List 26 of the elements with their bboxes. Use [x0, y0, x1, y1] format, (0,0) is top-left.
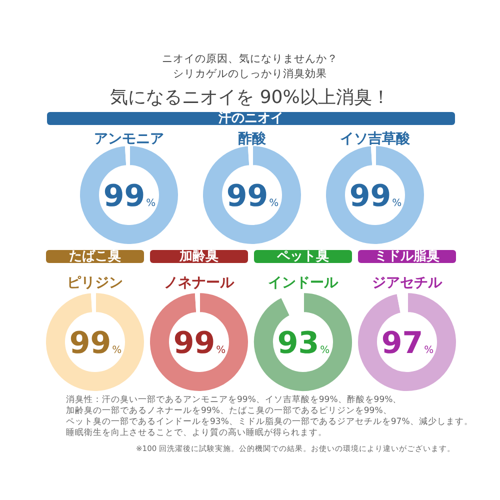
text: 睡眠衛生を向上させることで、より質の高い睡眠が得られます。: [66, 428, 327, 439]
slice-label: イソ吉草酸: [339, 130, 411, 148]
data-label: 99%: [69, 326, 122, 361]
slice-label: ノネナール: [163, 274, 236, 292]
text: ニオイの原因、気になりませんか？: [161, 52, 339, 66]
chart-subtitle: 汗のニオイ: [47, 111, 455, 126]
chart-subtitle: ミドル脂臭: [358, 249, 456, 264]
data-label: 99%: [349, 179, 402, 214]
slice-label: アンモニア: [93, 130, 165, 148]
text: 加齢臭の一部であるノネナールを99%、たばこ臭の一部であるピリジンを99%、: [66, 406, 392, 417]
slice-label: ピリジン: [66, 274, 124, 292]
text: シリカゲルのしっかり消臭効果: [172, 67, 328, 81]
data-label: 99%: [226, 179, 279, 214]
chart-subtitle: ペット臭: [254, 249, 352, 264]
data-label: 93%: [277, 326, 330, 361]
data-label: 97%: [381, 326, 434, 361]
data-label: 99%: [103, 179, 156, 214]
chart-subtitle: 加齢臭: [150, 249, 248, 264]
text: 気になるニオイを 90%以上消臭！: [109, 86, 391, 109]
slice-label: 酢酸: [237, 130, 267, 148]
slice-label: ジアセチル: [371, 274, 444, 292]
chart-subtitle: たばこ臭: [46, 249, 144, 264]
data-label: 99%: [173, 326, 226, 361]
text: 消臭性：汗の臭い一部であるアンモニアを99%、イソ吉草酸を99%、酢酸を99%、: [66, 395, 402, 406]
slice-label: インドール: [267, 274, 340, 292]
text: ペット臭の一部であるインドールを93%、ミドル脂臭の一部であるジアセチルを97%、減少します。: [66, 417, 473, 428]
